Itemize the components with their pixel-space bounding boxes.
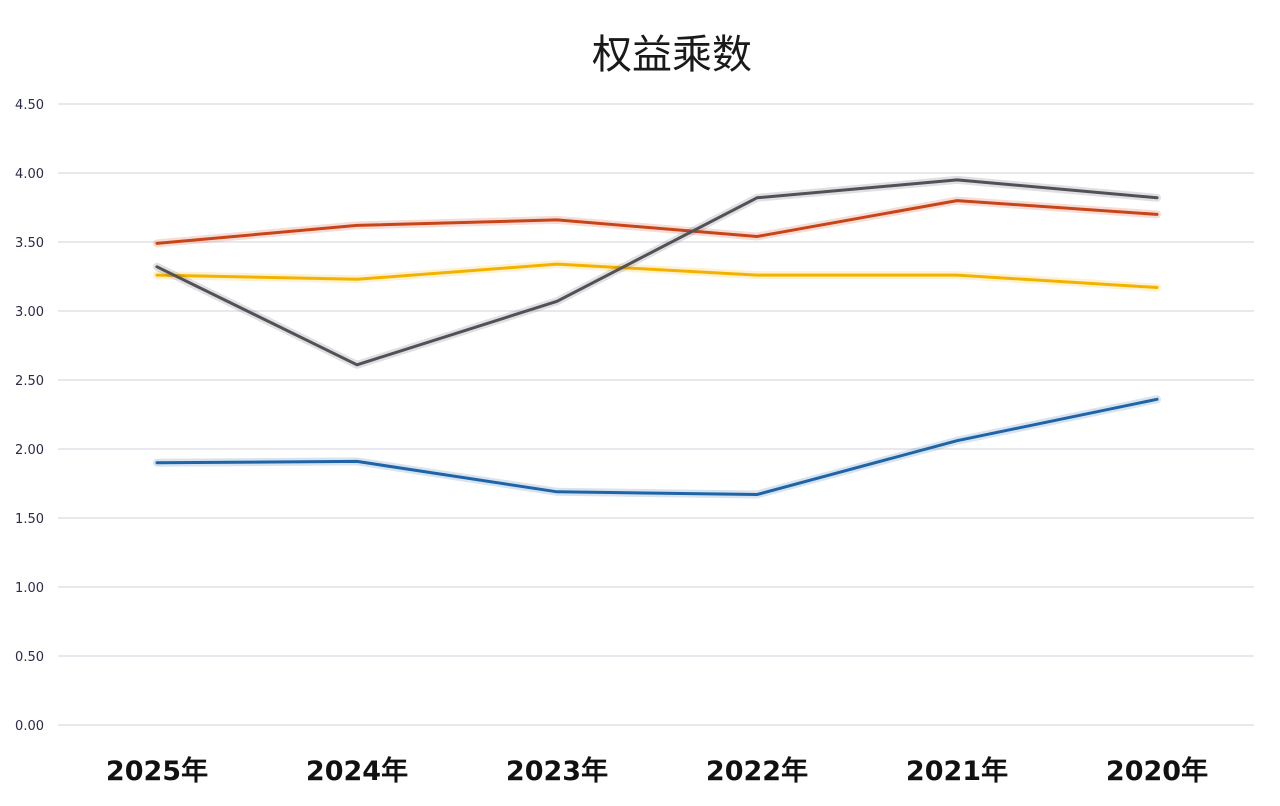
series-3-line — [155, 178, 1159, 367]
gridlines — [58, 103, 1254, 726]
y-tick-label: 0.00 — [15, 719, 44, 734]
x-axis-ticks: 2025年 2024年 2023年 2022年 2021年 2020年 — [106, 755, 1208, 787]
y-tick-label: 3.50 — [15, 236, 44, 251]
x-tick-label: 2025年 — [106, 755, 208, 787]
y-tick-label: 2.00 — [15, 443, 44, 458]
y-tick-label: 1.50 — [15, 512, 44, 527]
y-tick-label: 4.00 — [15, 167, 44, 182]
series-4-glow — [153, 395, 1161, 499]
y-tick-label: 2.50 — [15, 374, 44, 389]
y-tick-label: 4.50 — [15, 98, 44, 113]
x-tick-label: 2022年 — [706, 755, 808, 787]
series-4-line — [155, 397, 1159, 496]
series-2-glow — [153, 260, 1161, 292]
series-1-line — [155, 199, 1159, 245]
x-tick-label: 2021年 — [906, 755, 1008, 787]
y-axis-ticks: 0.00 0.50 1.00 1.50 2.00 2.50 3.00 3.50 4.00 4.50 — [15, 98, 44, 734]
y-tick-label: 3.00 — [15, 305, 44, 320]
x-tick-label: 2020年 — [1106, 755, 1208, 787]
y-tick-label: 0.50 — [15, 650, 44, 665]
x-tick-label: 2024年 — [306, 755, 408, 787]
chart-title: 权益乘数 — [592, 32, 752, 78]
series-1-glow — [153, 196, 1161, 248]
x-tick-label: 2023年 — [506, 755, 608, 787]
series-2-line — [155, 262, 1159, 289]
y-tick-label: 1.00 — [15, 581, 44, 596]
series-lines — [153, 175, 1161, 499]
